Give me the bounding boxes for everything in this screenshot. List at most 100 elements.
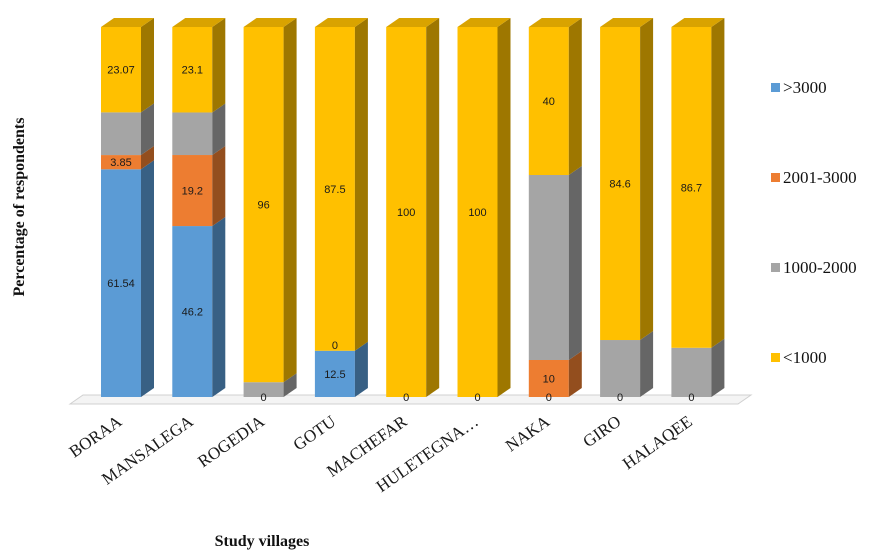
bar-side	[283, 373, 297, 397]
bar-front	[386, 27, 427, 397]
bar-front	[101, 155, 141, 170]
bar-top-6	[528, 18, 582, 27]
data-label: 100	[468, 207, 486, 219]
bar-side	[426, 18, 440, 397]
legend-item: >3000	[771, 78, 827, 97]
bar-side	[711, 338, 725, 397]
legend-swatch	[771, 263, 780, 272]
bar-top-2	[243, 18, 297, 27]
bar-front	[243, 382, 284, 397]
data-label: 87.5	[324, 184, 345, 196]
bar-front	[172, 226, 213, 397]
bar-front	[600, 340, 641, 397]
bar-side	[212, 217, 226, 397]
x-tick-label: NAKA	[502, 411, 554, 455]
bar-front	[671, 27, 712, 348]
bar-front	[101, 27, 141, 113]
data-label: 46.2	[182, 307, 203, 319]
bar-segment-4-3	[386, 18, 440, 397]
bar-segment-2-2	[243, 373, 297, 397]
data-label: 96	[257, 200, 269, 212]
bar-front	[528, 27, 569, 175]
x-tick-label: ROGEDIA	[194, 411, 268, 471]
bar-side	[354, 341, 368, 397]
bar-segment-1-2	[172, 103, 226, 156]
data-label: 23.07	[107, 65, 135, 77]
bar-segment-5-3	[457, 18, 511, 397]
data-label: 0	[403, 392, 409, 404]
bar-top-3	[314, 18, 368, 27]
bar-front	[314, 27, 355, 351]
bar-side	[354, 18, 368, 351]
bar-side	[640, 331, 654, 397]
data-label: 19.2	[182, 186, 203, 198]
bar-front	[101, 112, 141, 156]
bar-side	[141, 18, 154, 113]
bar-front	[243, 27, 284, 383]
bar-segment-8-3	[671, 18, 725, 348]
bar-top-4	[386, 18, 440, 27]
bar-segment-7-2	[600, 331, 654, 397]
legend: >3000 2001-3000 1000-2000 <1000	[771, 78, 857, 367]
bar-side	[568, 166, 582, 360]
data-label: 10	[543, 374, 555, 386]
bar-segment-6-3	[528, 18, 582, 175]
bar-front	[172, 112, 213, 156]
bar-side	[141, 146, 154, 170]
bar-side	[497, 18, 511, 397]
bar-side	[141, 103, 154, 156]
bar-front	[172, 155, 213, 227]
data-label: 84.6	[609, 179, 630, 191]
bar-front	[528, 175, 569, 360]
data-label: 86.7	[681, 182, 702, 194]
data-label: 40	[543, 96, 555, 108]
bars-group	[101, 18, 725, 397]
data-label: 23.1	[182, 65, 203, 77]
bar-segment-0-3	[101, 18, 154, 113]
bar-segment-3-0	[314, 341, 368, 397]
data-label: 0	[332, 340, 338, 352]
bar-front	[101, 169, 141, 397]
legend-swatch	[771, 353, 780, 362]
bar-segment-6-2	[528, 166, 582, 360]
data-label: 61.54	[107, 278, 135, 290]
bar-segment-0-2	[101, 103, 154, 156]
data-label: 0	[546, 392, 552, 404]
legend-label: >3000	[783, 78, 827, 97]
bar-top-0	[101, 18, 154, 27]
data-label: 100	[397, 207, 415, 219]
bar-top-1	[172, 18, 226, 27]
bar-segment-2-3	[243, 18, 297, 383]
data-label: 12.5	[324, 369, 345, 381]
x-tick-label: BORAA	[66, 411, 126, 461]
legend-label: 1000-2000	[783, 258, 857, 277]
floor-plane	[68, 394, 753, 405]
bar-side	[141, 160, 154, 397]
bar-top-7	[600, 18, 654, 27]
chart-floor	[68, 394, 753, 405]
data-label: 0	[688, 392, 694, 404]
data-label: 0	[261, 392, 267, 404]
x-tick-label: HALAQEE	[619, 412, 696, 474]
legend-swatch	[771, 173, 780, 182]
bar-side	[212, 146, 226, 227]
bar-side	[568, 18, 582, 175]
bar-front	[314, 350, 355, 397]
bar-segment-3-3	[314, 18, 368, 351]
data-labels-group: 61.54 3.85 23.07 46.2 19.2 23.1 0 96 12.5 0 87.5 0 1…	[107, 65, 702, 404]
bar-side	[711, 18, 725, 348]
bar-top-8	[671, 18, 725, 27]
y-axis-title: Percentage of respondents	[11, 118, 28, 297]
legend-item: 1000-2000	[771, 258, 857, 277]
bar-segment-1-3	[172, 18, 226, 113]
bar-segment-1-1	[172, 146, 226, 227]
bar-segment-8-2	[671, 338, 725, 397]
legend-label: <1000	[783, 348, 827, 367]
data-label: 0	[474, 392, 480, 404]
bar-front	[528, 360, 569, 397]
legend-item: <1000	[771, 348, 827, 367]
bar-segment-0-1	[101, 146, 154, 170]
bar-front	[671, 347, 712, 397]
